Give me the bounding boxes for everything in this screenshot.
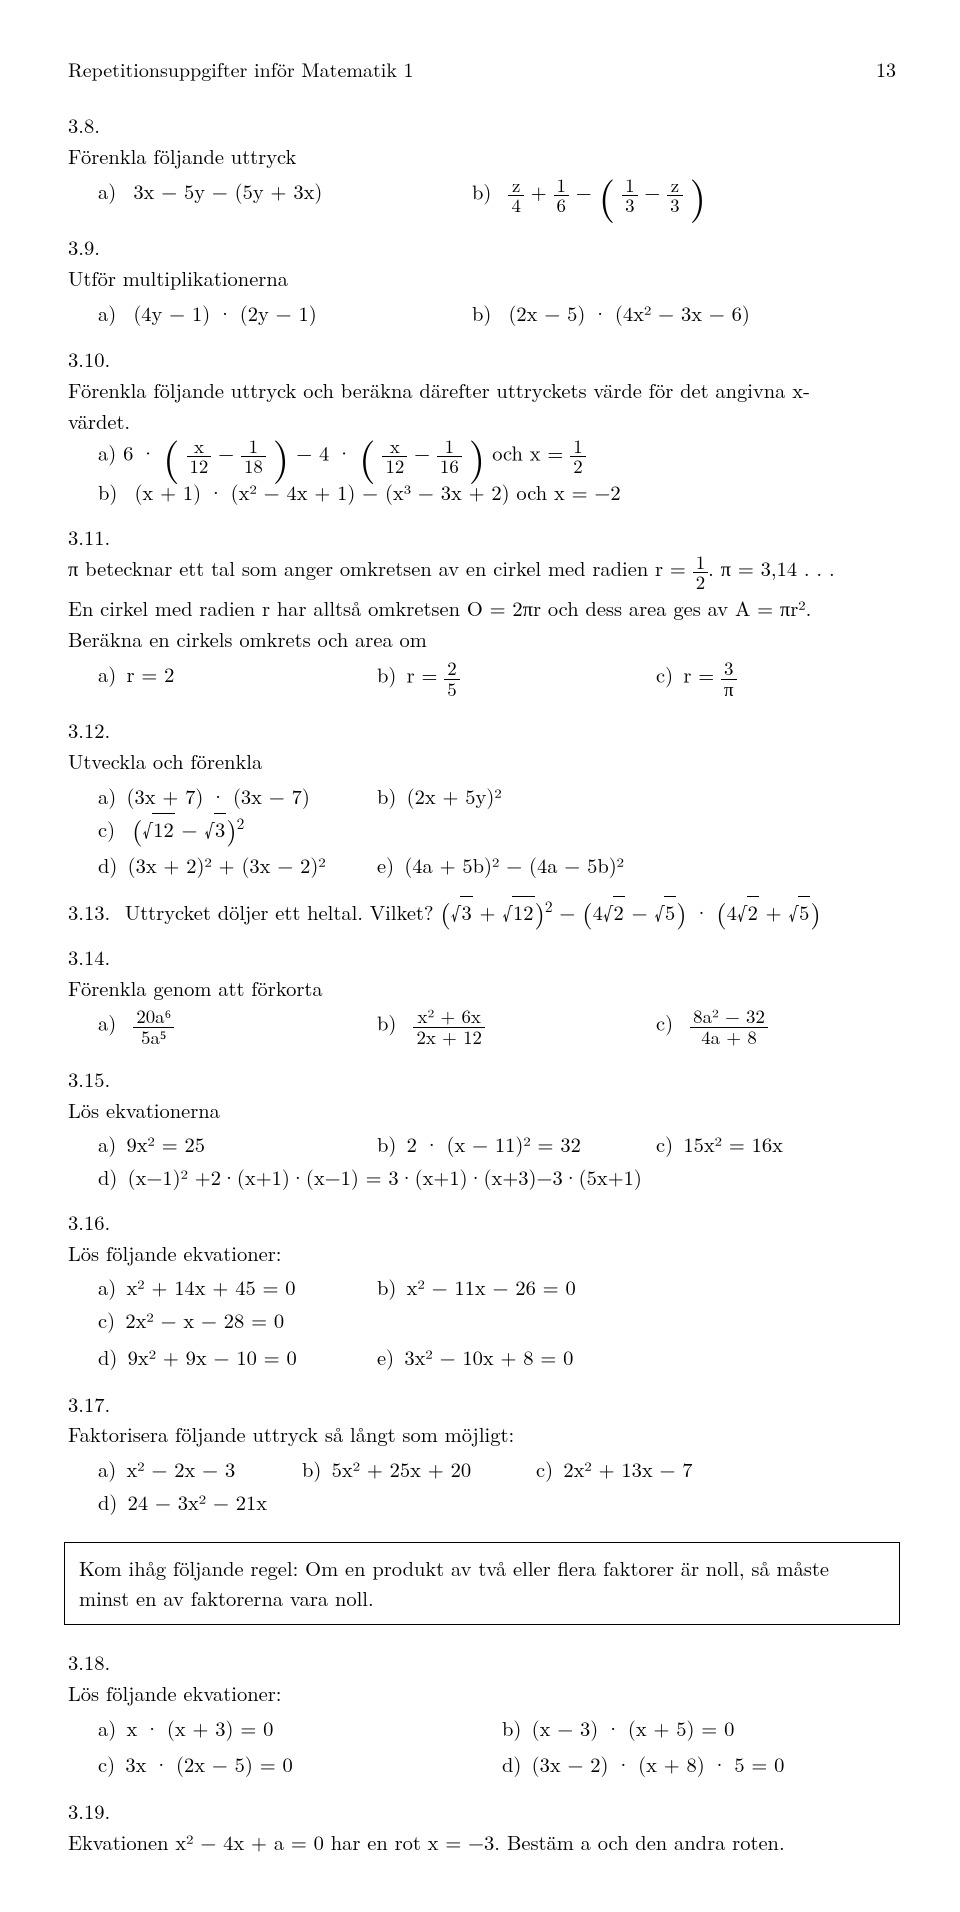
problem-3-17: 3.17. Faktorisera följande uttryck så lå…	[68, 1389, 896, 1520]
part-label: b)	[472, 298, 491, 327]
problem-3-10: 3.10. Förenkla följande uttryck och berä…	[68, 344, 896, 508]
problem-number: 3.19.	[68, 1796, 118, 1827]
expr: (2x − 5) · (4x² − 3x − 6)	[508, 298, 749, 327]
problem-3-13: 3.13. Uttrycket döljer ett heltal. Vilke…	[68, 897, 896, 928]
problem-3-14: 3.14. Förenkla genom att förkorta a) 20a…	[68, 942, 896, 1050]
problem-3-19: 3.19. Ekvationen x² − 4x + a = 0 har en …	[68, 1796, 896, 1858]
problem-intro: Utför multiplikationerna	[68, 263, 288, 292]
part-label: a)	[98, 437, 116, 466]
problem-number: 3.13.	[68, 897, 118, 928]
problem-3-16: 3.16. Lös följande ekvationer: a) x² + 1…	[68, 1207, 896, 1375]
problem-number: 3.8.	[68, 110, 118, 141]
problem-number: 3.18.	[68, 1647, 118, 1678]
box-text: Kom ihåg följande regel: Om en produkt a…	[79, 1553, 829, 1613]
header-page-number: 13	[876, 54, 896, 84]
reminder-box: Kom ihåg följande regel: Om en produkt a…	[64, 1542, 900, 1626]
text: En cirkel med radien r har alltså omkret…	[68, 593, 811, 622]
text: Ekvationen x² − 4x + a = 0 har en rot x …	[68, 1827, 785, 1856]
part-b: b) z4 + 16 − ( 13 − z3 )	[472, 176, 706, 217]
expr: (4y − 1) · (2y − 1)	[133, 298, 316, 327]
problem-3-11: 3.11. π betecknar ett tal som anger omkr…	[68, 522, 896, 701]
header-left: Repetitionsuppgifter inför Matematik 1	[68, 54, 414, 84]
part-label: b)	[98, 477, 117, 506]
part-label: a)	[98, 176, 116, 205]
expr: (x + 1) · (x² − 4x + 1) − (x³ − 3x + 2) …	[134, 477, 620, 506]
expr: 3x − 5y − (5y + 3x)	[133, 176, 322, 205]
problem-number: 3.14.	[68, 942, 118, 973]
problem-3-18: 3.18. Lös följande ekvationer: a) x · (x…	[68, 1647, 896, 1782]
problem-intro: Förenkla följande uttryck	[68, 141, 296, 170]
problem-number: 3.11.	[68, 522, 118, 553]
problem-3-15: 3.15. Lös ekvationerna a) 9x² = 25 b) 2 …	[68, 1064, 896, 1193]
problem-number: 3.17.	[68, 1389, 118, 1420]
part-label: b)	[472, 176, 491, 205]
page-header: Repetitionsuppgifter inför Matematik 1 1…	[68, 54, 896, 84]
part-label: a)	[98, 298, 116, 327]
problem-3-12: 3.12. Utveckla och förenkla a) (3x + 7) …	[68, 715, 896, 883]
problem-number: 3.15.	[68, 1064, 118, 1095]
problem-number: 3.9.	[68, 232, 118, 263]
problem-3-9: 3.9. Utför multiplikationerna a) (4y − 1…	[68, 232, 896, 330]
problem-3-8: 3.8. Förenkla följande uttryck a) 3x − 5…	[68, 110, 896, 218]
problem-number: 3.10.	[68, 344, 118, 375]
text: π betecknar ett tal som anger omkretsen …	[68, 553, 835, 582]
problem-number: 3.12.	[68, 715, 118, 746]
text: Beräkna en cirkels omkrets och area om	[68, 624, 427, 653]
problem-number: 3.16.	[68, 1207, 118, 1238]
